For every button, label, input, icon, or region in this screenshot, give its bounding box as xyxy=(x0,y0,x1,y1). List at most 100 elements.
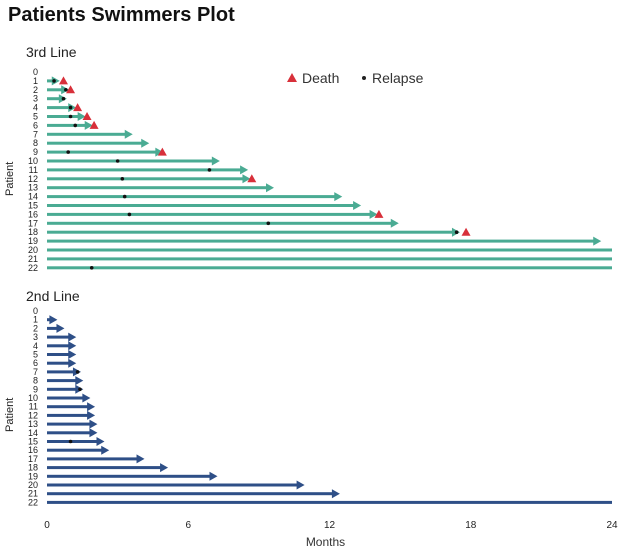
y-tick-label: 16 xyxy=(28,209,38,219)
arrow-head-20 xyxy=(296,480,305,490)
y-tick-label: 6 xyxy=(33,120,38,130)
y-tick-label: 12 xyxy=(28,174,38,184)
bar-patient-4 xyxy=(47,344,71,348)
panel-title-3rd-line: 3rd Line xyxy=(26,44,77,60)
arrow-head-10 xyxy=(211,156,220,166)
bar-patient-3 xyxy=(47,335,71,339)
arrow-head-5 xyxy=(68,350,77,359)
bar-patient-1 xyxy=(47,318,52,322)
y-tick-label: 8 xyxy=(33,376,38,386)
arrow-head-7 xyxy=(124,129,133,139)
y-tick-label: 15 xyxy=(28,437,38,447)
y-tick-label: 0 xyxy=(33,67,38,77)
y-tick-label: 12 xyxy=(28,410,38,420)
relapse-marker-11 xyxy=(207,168,212,172)
arrow-head-21 xyxy=(331,489,340,499)
y-tick-label: 4 xyxy=(33,103,38,113)
bar-patient-20 xyxy=(47,248,612,252)
bar-patient-10 xyxy=(47,159,214,163)
bar-patient-9 xyxy=(47,387,78,391)
arrow-head-9 xyxy=(155,147,164,157)
y-tick-label: 18 xyxy=(28,227,38,237)
bar-patient-21 xyxy=(47,257,612,261)
bar-patient-12 xyxy=(47,177,245,181)
bar-patient-13 xyxy=(47,422,92,426)
panel-title-2nd-line: 2nd Line xyxy=(26,288,80,304)
legend-death-label: Death xyxy=(302,70,339,86)
y-tick-label: 5 xyxy=(33,350,38,360)
y-tick-label: 17 xyxy=(28,454,38,464)
relapse-marker-16 xyxy=(127,212,132,217)
bar-patient-5 xyxy=(47,353,71,356)
arrow-head-8 xyxy=(141,138,150,148)
bar-patient-11 xyxy=(47,405,90,409)
y-tick-label: 2 xyxy=(33,85,38,95)
arrow-head-12 xyxy=(242,174,251,184)
x-tick-label: 6 xyxy=(185,520,191,531)
x-tick-label: 0 xyxy=(44,520,50,531)
bar-patient-17 xyxy=(47,457,139,461)
chart-title: Patients Swimmers Plot xyxy=(8,4,235,26)
arrow-head-15 xyxy=(353,201,362,210)
bar-patient-1 xyxy=(47,79,54,83)
death-marker-1 xyxy=(58,76,68,85)
relapse-marker-10 xyxy=(115,159,120,163)
bar-patient-15 xyxy=(47,440,99,443)
y-tick-label: 21 xyxy=(28,254,38,264)
bar-patient-19 xyxy=(47,474,212,478)
relapse-marker-1 xyxy=(52,79,56,83)
relapse-marker-12 xyxy=(120,177,125,181)
arrow-head-8 xyxy=(75,376,84,386)
bar-patient-12 xyxy=(47,413,90,417)
arrow-head-11 xyxy=(87,402,96,412)
y-tick-label: 10 xyxy=(28,393,38,403)
y-tick-label: 3 xyxy=(33,94,38,104)
bar-patient-11 xyxy=(47,168,243,172)
death-marker-9 xyxy=(157,147,167,156)
relapse-marker-14 xyxy=(122,194,127,199)
bar-patient-9 xyxy=(47,150,158,154)
y-tick-label: 15 xyxy=(28,201,38,211)
bar-patient-8 xyxy=(47,141,144,145)
relapse-marker-22 xyxy=(89,266,94,270)
y-tick-label: 16 xyxy=(28,445,38,455)
x-tick-label: 24 xyxy=(606,520,618,531)
bar-patient-7 xyxy=(47,132,127,136)
bar-patient-4 xyxy=(47,106,71,110)
arrow-head-13 xyxy=(89,419,98,429)
arrow-head-13 xyxy=(266,183,274,193)
death-marker-2 xyxy=(66,85,76,94)
bar-patient-10 xyxy=(47,396,85,400)
death-marker-5 xyxy=(82,112,92,120)
relapse-marker-15 xyxy=(68,439,73,444)
bar-patient-18 xyxy=(47,230,454,234)
y-tick-label: 1 xyxy=(33,315,38,325)
relapse-marker-18 xyxy=(454,230,459,234)
y-tick-label: 9 xyxy=(33,147,38,157)
relapse-marker-4 xyxy=(68,105,73,110)
y-tick-label: 22 xyxy=(28,263,38,273)
y-tick-label: 17 xyxy=(28,218,38,228)
x-axis-label: Months xyxy=(306,535,345,549)
y-tick-label: 1 xyxy=(33,76,38,86)
relapse-marker-6 xyxy=(73,123,78,128)
arrow-head-18 xyxy=(160,463,169,473)
bar-patient-13 xyxy=(47,186,268,190)
y-tick-label: 7 xyxy=(33,367,38,377)
arrow-head-12 xyxy=(87,410,96,420)
y-tick-label: 20 xyxy=(28,480,38,490)
y-tick-label: 13 xyxy=(28,183,38,193)
death-marker-18 xyxy=(461,227,471,236)
arrow-head-11 xyxy=(240,165,249,175)
bar-patient-16 xyxy=(47,212,372,216)
relapse-marker-9 xyxy=(66,150,70,154)
x-tick-label: 12 xyxy=(324,520,336,531)
legend-relapse-label: Relapse xyxy=(372,70,424,86)
y-tick-label: 19 xyxy=(28,471,38,481)
bar-patient-19 xyxy=(47,239,596,243)
arrow-head-5 xyxy=(77,112,86,121)
arrow-head-6 xyxy=(84,120,93,130)
relapse-marker-5 xyxy=(68,114,73,119)
arrow-head-14 xyxy=(334,192,343,202)
